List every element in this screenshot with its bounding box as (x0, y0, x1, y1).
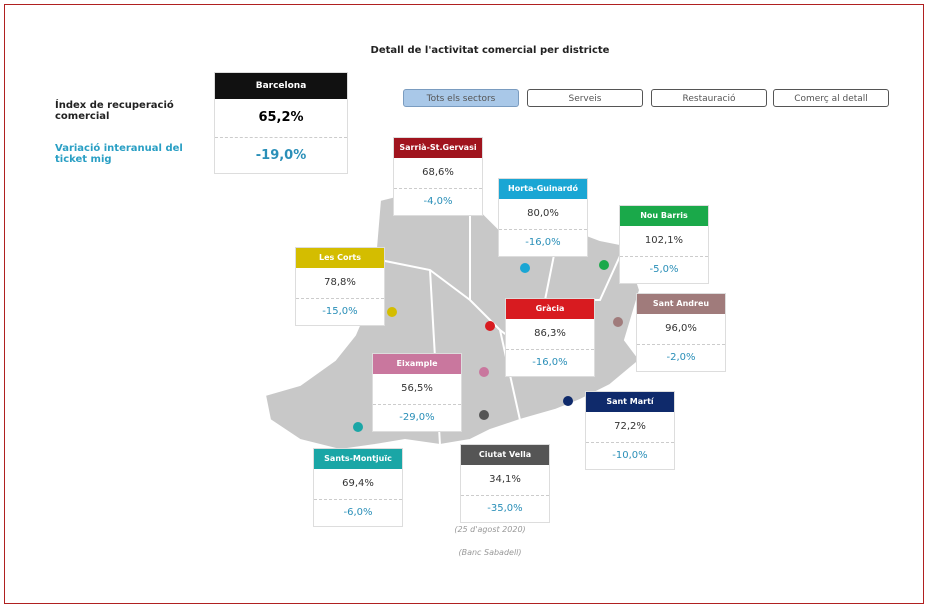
district-name: Eixample (373, 354, 461, 374)
district-index: 69,4% (314, 469, 402, 500)
district-name: Sarrià-St.Gervasi (394, 138, 482, 158)
city-name: Barcelona (215, 73, 347, 99)
district-variation: -10,0% (612, 450, 648, 461)
district-index: 80,0% (499, 199, 587, 230)
district-card: Sarrià-St.Gervasi 68,6% -4,0% (393, 137, 483, 216)
district-index: 102,1% (620, 226, 708, 257)
district-index: 56,5% (373, 374, 461, 405)
filter-button[interactable]: Tots els sectors (403, 89, 519, 107)
district-card: Horta-Guinardó 80,0% -16,0% (498, 178, 588, 257)
district-card: Eixample 56,5% -29,0% (372, 353, 462, 432)
district-name: Horta-Guinardó (499, 179, 587, 199)
district-name: Sant Martí (586, 392, 674, 412)
district-card: Sant Martí 72,2% -10,0% (585, 391, 675, 470)
district-variation: -29,0% (399, 412, 435, 423)
city-card: Barcelona 65,2% -19,0% (214, 72, 348, 174)
district-card: Les Corts 78,8% -15,0% (295, 247, 385, 326)
district-index: 72,2% (586, 412, 674, 443)
district-card: Sant Andreu 96,0% -2,0% (636, 293, 726, 372)
footer-date: (25 d'agost 2020) (454, 525, 526, 534)
district-variation: -6,0% (343, 507, 373, 518)
district-marker (599, 260, 609, 270)
district-marker (563, 396, 573, 406)
district-marker (479, 410, 489, 420)
variation-label: Variació interanual del ticket mig (55, 143, 183, 165)
city-variation: -19,0% (255, 148, 307, 163)
index-label: Índex de recuperació comercial (55, 100, 174, 122)
district-marker (613, 317, 623, 327)
district-variation: -5,0% (649, 264, 679, 275)
district-name: Sants-Montjuïc (314, 449, 402, 469)
frame (4, 4, 924, 604)
district-name: Sant Andreu (637, 294, 725, 314)
district-card: Ciutat Vella 34,1% -35,0% (460, 444, 550, 523)
district-marker (353, 422, 363, 432)
district-card: Gràcia 86,3% -16,0% (505, 298, 595, 377)
filter-button[interactable]: Comerç al detall (773, 89, 889, 107)
district-index: 34,1% (461, 465, 549, 496)
district-variation: -2,0% (666, 352, 696, 363)
district-index: 86,3% (506, 319, 594, 350)
title: Detall de l'activitat comercial per dist… (370, 45, 610, 56)
district-marker (479, 367, 489, 377)
district-variation: -4,0% (423, 196, 453, 207)
district-name: Ciutat Vella (461, 445, 549, 465)
district-marker (485, 321, 495, 331)
district-marker (520, 263, 530, 273)
district-variation: -35,0% (487, 503, 523, 514)
district-variation: -16,0% (525, 237, 561, 248)
filter-button[interactable]: Restauració (651, 89, 767, 107)
district-index: 96,0% (637, 314, 725, 345)
district-variation: -15,0% (322, 306, 358, 317)
district-name: Gràcia (506, 299, 594, 319)
district-variation: -16,0% (532, 357, 568, 368)
district-marker (387, 307, 397, 317)
district-name: Nou Barris (620, 206, 708, 226)
district-name: Les Corts (296, 248, 384, 268)
district-index: 68,6% (394, 158, 482, 189)
footer-source: (Banc Sabadell) (458, 548, 522, 557)
filter-button[interactable]: Serveis (527, 89, 643, 107)
district-card: Nou Barris 102,1% -5,0% (619, 205, 709, 284)
district-index: 78,8% (296, 268, 384, 299)
city-index: 65,2% (215, 99, 347, 138)
district-card: Sants-Montjuïc 69,4% -6,0% (313, 448, 403, 527)
